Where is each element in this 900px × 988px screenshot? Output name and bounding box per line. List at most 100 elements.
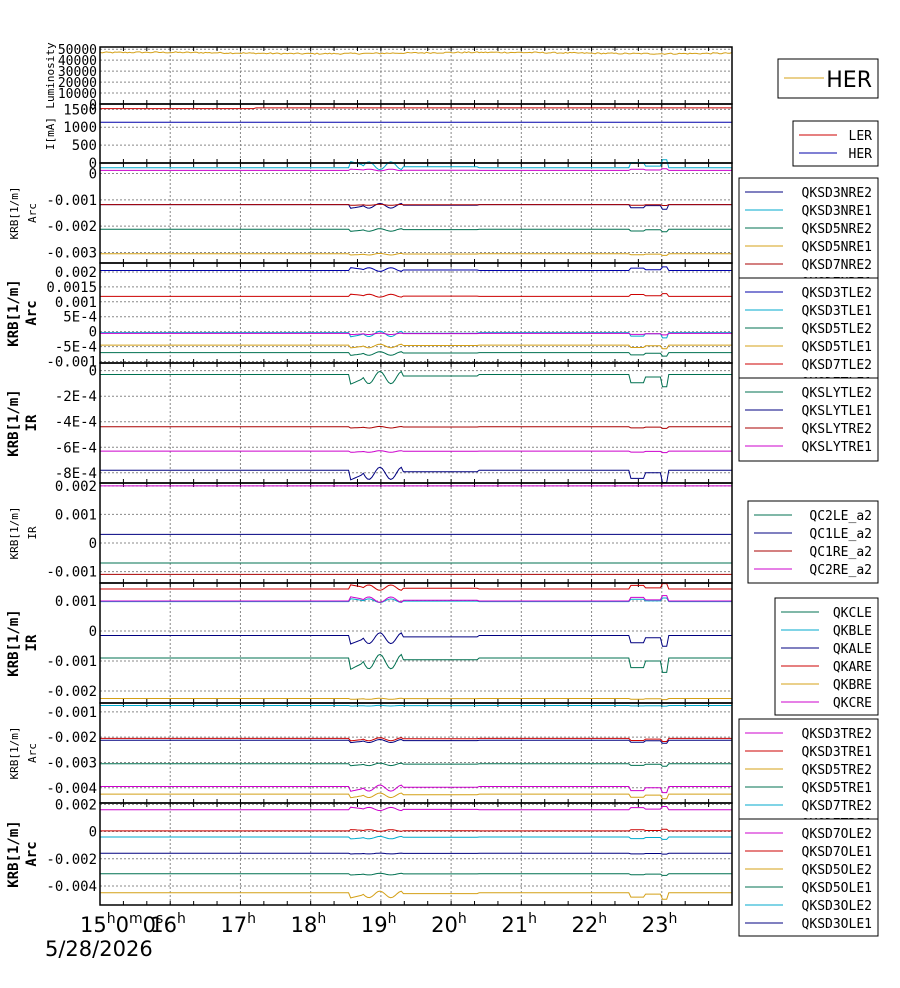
- panel-frame: [99, 802, 733, 906]
- legend-label: QKSD5NRE1: [802, 240, 872, 255]
- y-tick-label: 0.001: [55, 507, 97, 523]
- panel-arc-nre: 0 -0.001 -0.002 -0.003 KRB[1/m] Arc: [8, 159, 733, 264]
- y-tick-label: 0: [89, 825, 97, 841]
- x-tick-label: 17h: [220, 911, 256, 937]
- legend-current: LER HER: [792, 120, 879, 167]
- series-line-QKALE: [100, 632, 732, 647]
- legend-label: QKBLE: [833, 624, 872, 639]
- y-axis-label: KRB[1/m]: [6, 820, 22, 887]
- series-line-QKSD3NRE1: [100, 159, 732, 171]
- legend-label: QKSD5OLE1: [802, 881, 872, 896]
- series-line-QKSD7TRE1: [100, 738, 732, 744]
- series-line-QKSD5NRE2: [100, 228, 732, 233]
- x-tick-label: 22h: [572, 911, 608, 937]
- panel-ir-sly: 0 -2E-4 -4E-4 -6E-4 -8E-4 KRB[1/m] IR: [6, 362, 733, 484]
- panel-arc-ole: 0.002 0 -0.002 -0.004 KRB[1/m] Arc: [6, 797, 733, 906]
- panel-ir-qk: 0.001 0 -0.001 -0.002 KRB[1/m] IR: [6, 582, 733, 704]
- y-tick-label: 0.001: [55, 295, 97, 311]
- series-line-QKSD3TRE2: [100, 784, 732, 794]
- y-tick-label: -0.004: [46, 781, 97, 797]
- legend-label: QKARE: [833, 660, 872, 675]
- y-tick-label: 50000: [58, 43, 97, 58]
- y-axis-label: IR: [26, 526, 39, 540]
- y-tick-label: -0.003: [46, 755, 97, 771]
- y-tick-label: -2E-4: [55, 389, 97, 405]
- series-line-QKSLYTLE1: [100, 466, 732, 483]
- legend-label: QKSLYTRE2: [802, 422, 872, 437]
- legend-label: QKSD5TRE1: [802, 781, 872, 796]
- y-axis-label: IR: [24, 414, 40, 431]
- y-tick-label: 0.002: [55, 797, 97, 813]
- legend-box: [738, 818, 879, 937]
- series-line-QKSD5OLE2: [100, 890, 732, 900]
- y-tick-label: 1500: [63, 102, 97, 118]
- x-tick-label: 20h: [431, 911, 467, 937]
- y-tick-label: -0.001: [46, 654, 97, 670]
- y-axis-label: Arc: [24, 300, 40, 325]
- legend-label: QKSD3OLE1: [802, 917, 872, 932]
- legend-label: QKSD5NRE2: [802, 222, 872, 237]
- legend-label: QKSD5TLE2: [802, 322, 872, 337]
- y-axis-label: KRB[1/m]: [8, 507, 21, 560]
- panel-frame: [99, 482, 733, 584]
- y-tick-label: 0: [89, 364, 97, 380]
- date-label: 5/28/2026: [45, 937, 153, 961]
- y-tick-label: -0.002: [46, 852, 97, 868]
- legend-label: QKSD3TLE2: [802, 286, 872, 301]
- series-line-QKBLE: [100, 597, 732, 604]
- legend-ir-qk: QKCLE QKBLE QKALE QKARE QKBRE QKCRE: [774, 597, 879, 716]
- series-line-QKSD3TRE1: [100, 737, 732, 742]
- y-axis-label: KRB[1/m]: [8, 727, 21, 780]
- y-tick-label: 0.001: [55, 594, 97, 610]
- legend-label: QKSD7OLE1: [802, 845, 872, 860]
- panel-frame: [99, 162, 733, 264]
- series-line-QKSD7TRE2: [100, 704, 732, 707]
- legend-label: QKSD5TLE1: [802, 340, 872, 355]
- series-line-QKSLYTLE2: [100, 370, 732, 388]
- x-tick-label: 23h: [642, 911, 678, 937]
- y-tick-label: -0.001: [46, 705, 97, 721]
- y-tick-label: 0: [89, 325, 97, 341]
- legend-label: QKSD3TRE1: [802, 745, 872, 760]
- legend-label: QC1LE_a2: [809, 527, 872, 542]
- y-tick-label: -0.001: [46, 355, 97, 371]
- legend-box: [738, 718, 879, 837]
- series-line-QKSLYTRE2: [100, 425, 732, 429]
- series-line-QKSD5TRE2: [100, 792, 732, 800]
- legend-box: [738, 277, 879, 396]
- series-line-QKSD5TRE1: [100, 762, 732, 767]
- panel-current: 1500 1000 500 0 I[mA]: [44, 102, 733, 172]
- legend-box: [792, 120, 879, 167]
- series-line-QKCLE: [100, 653, 732, 673]
- y-axis-label: Arc: [26, 203, 39, 223]
- legend-ir-sly: QKSLYTLE2 QKSLYTLE1 QKSLYTRE2 QKSLYTRE1: [738, 377, 879, 462]
- legend-label: QKSD5TRE2: [802, 763, 872, 778]
- legend-label: QKSD7TRE2: [802, 799, 872, 814]
- y-tick-label: 5E-4: [63, 310, 97, 326]
- x-tick-label: 21h: [501, 911, 537, 937]
- y-tick-label: 10000: [58, 87, 97, 102]
- y-tick-label: -0.001: [46, 193, 97, 209]
- panel-frame: [99, 362, 733, 484]
- legend-label: QKSD3TLE1: [802, 304, 872, 319]
- legend-label: QKSD7NRE2: [802, 258, 872, 273]
- legend-label: QKCRE: [833, 696, 872, 711]
- series-line-QKSD7TLE1: [100, 332, 732, 336]
- legend-label: QKSD3OLE2: [802, 899, 872, 914]
- series-line-QKSLYTRE1: [100, 450, 732, 454]
- y-tick-label: -0.003: [46, 245, 97, 261]
- legend-label: QKALE: [833, 642, 872, 657]
- y-axis-label: Arc: [26, 743, 39, 763]
- y-tick-label: -5E-4: [55, 340, 97, 356]
- y-tick-label: -0.002: [46, 219, 97, 235]
- legend-arc-ole: QKSD7OLE2 QKSD7OLE1 QKSD5OLE2 QKSD5OLE1 QKSD…: [738, 818, 879, 937]
- legend-label: QC2LE_a2: [809, 509, 872, 524]
- y-axis-label: KRB[1/m]: [6, 389, 22, 456]
- series-line-QKSD7OLE2: [100, 806, 732, 812]
- series-line-QKSD3OLE2: [100, 835, 732, 840]
- legend-label: QKCLE: [833, 606, 872, 621]
- legend-label: QKSD5OLE2: [802, 863, 872, 878]
